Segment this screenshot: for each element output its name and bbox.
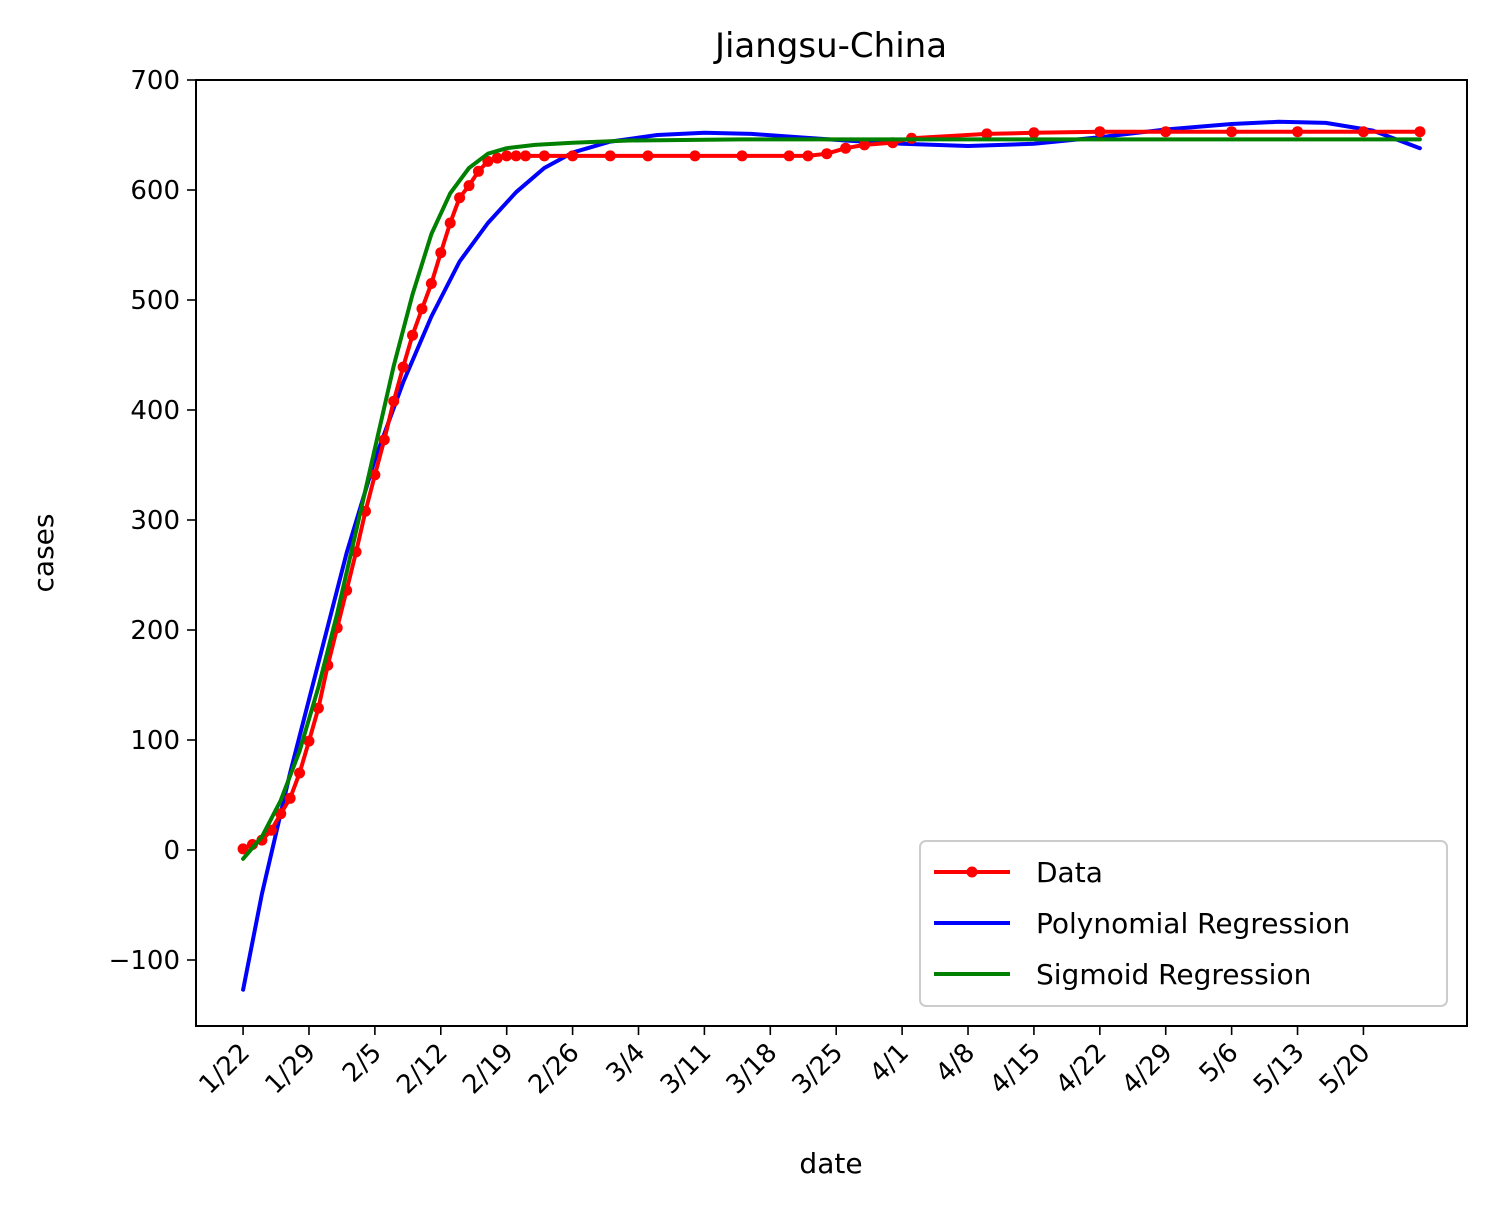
data-point	[407, 329, 419, 341]
data-point	[1226, 126, 1238, 138]
y-tick-label: 100	[130, 726, 180, 756]
series-sigmoid-regression	[241, 137, 1422, 861]
data-point	[491, 152, 503, 164]
y-tick-label: 0	[163, 836, 180, 866]
data-point	[303, 735, 315, 747]
data-point	[482, 155, 494, 167]
legend-item: Data	[934, 856, 1103, 889]
y-axis-label: cases	[27, 514, 60, 593]
data-point	[538, 150, 550, 162]
data-point	[472, 165, 484, 177]
data-point	[237, 843, 249, 855]
data-point	[1414, 126, 1426, 138]
data-point	[858, 139, 870, 151]
y-tick-label: 400	[130, 396, 180, 426]
data-point	[416, 303, 428, 315]
data-point	[1028, 127, 1040, 139]
legend-item: Polynomial Regression	[934, 907, 1350, 940]
data-point	[388, 395, 400, 407]
data-point	[604, 150, 616, 162]
series-line	[241, 137, 1422, 861]
data-point	[1292, 126, 1304, 138]
data-point	[294, 767, 306, 779]
y-tick-label: 300	[130, 506, 180, 536]
data-point	[510, 150, 522, 162]
legend-item: Sigmoid Regression	[934, 958, 1311, 991]
series-data	[237, 126, 1426, 855]
data-point	[840, 142, 852, 154]
x-axis-label: date	[799, 1147, 862, 1180]
data-point	[520, 150, 532, 162]
data-point	[312, 702, 324, 714]
y-tick-label: −100	[109, 946, 180, 976]
data-point	[369, 469, 381, 481]
y-tick-label: 700	[130, 66, 180, 96]
legend-label: Polynomial Regression	[1036, 907, 1350, 940]
data-point	[435, 247, 447, 259]
data-point	[378, 434, 390, 446]
data-point	[821, 148, 833, 160]
series-layer	[237, 119, 1426, 992]
data-point	[425, 278, 437, 289]
y-tick-label: 200	[130, 616, 180, 646]
data-point	[454, 192, 466, 204]
data-point	[1094, 126, 1106, 138]
data-point	[1357, 126, 1369, 138]
data-point	[642, 150, 654, 162]
data-point	[284, 792, 296, 804]
data-point	[397, 361, 409, 373]
y-tick-label: 600	[130, 176, 180, 206]
legend-label: Data	[1036, 856, 1103, 889]
data-point	[1160, 126, 1172, 138]
legend-marker	[966, 866, 978, 878]
y-axis: −100 0 100 200 300 400 500 600 700	[109, 66, 196, 976]
data-point	[275, 808, 287, 820]
legend: Data Polynomial Regression Sigmoid Regress…	[919, 840, 1448, 1007]
data-point	[444, 217, 456, 229]
data-point	[567, 150, 579, 162]
data-point	[463, 180, 475, 192]
data-point	[689, 150, 701, 162]
chart-title: Jiangsu-China	[713, 26, 947, 66]
axes-frame	[195, 79, 1468, 1027]
data-point	[501, 150, 513, 162]
data-point	[981, 128, 993, 140]
legend-label: Sigmoid Regression	[1036, 958, 1311, 991]
data-point	[783, 150, 795, 162]
y-tick-label: 500	[130, 286, 180, 316]
data-point	[736, 150, 748, 162]
legend-box	[919, 840, 1448, 1007]
data-point	[802, 150, 814, 162]
